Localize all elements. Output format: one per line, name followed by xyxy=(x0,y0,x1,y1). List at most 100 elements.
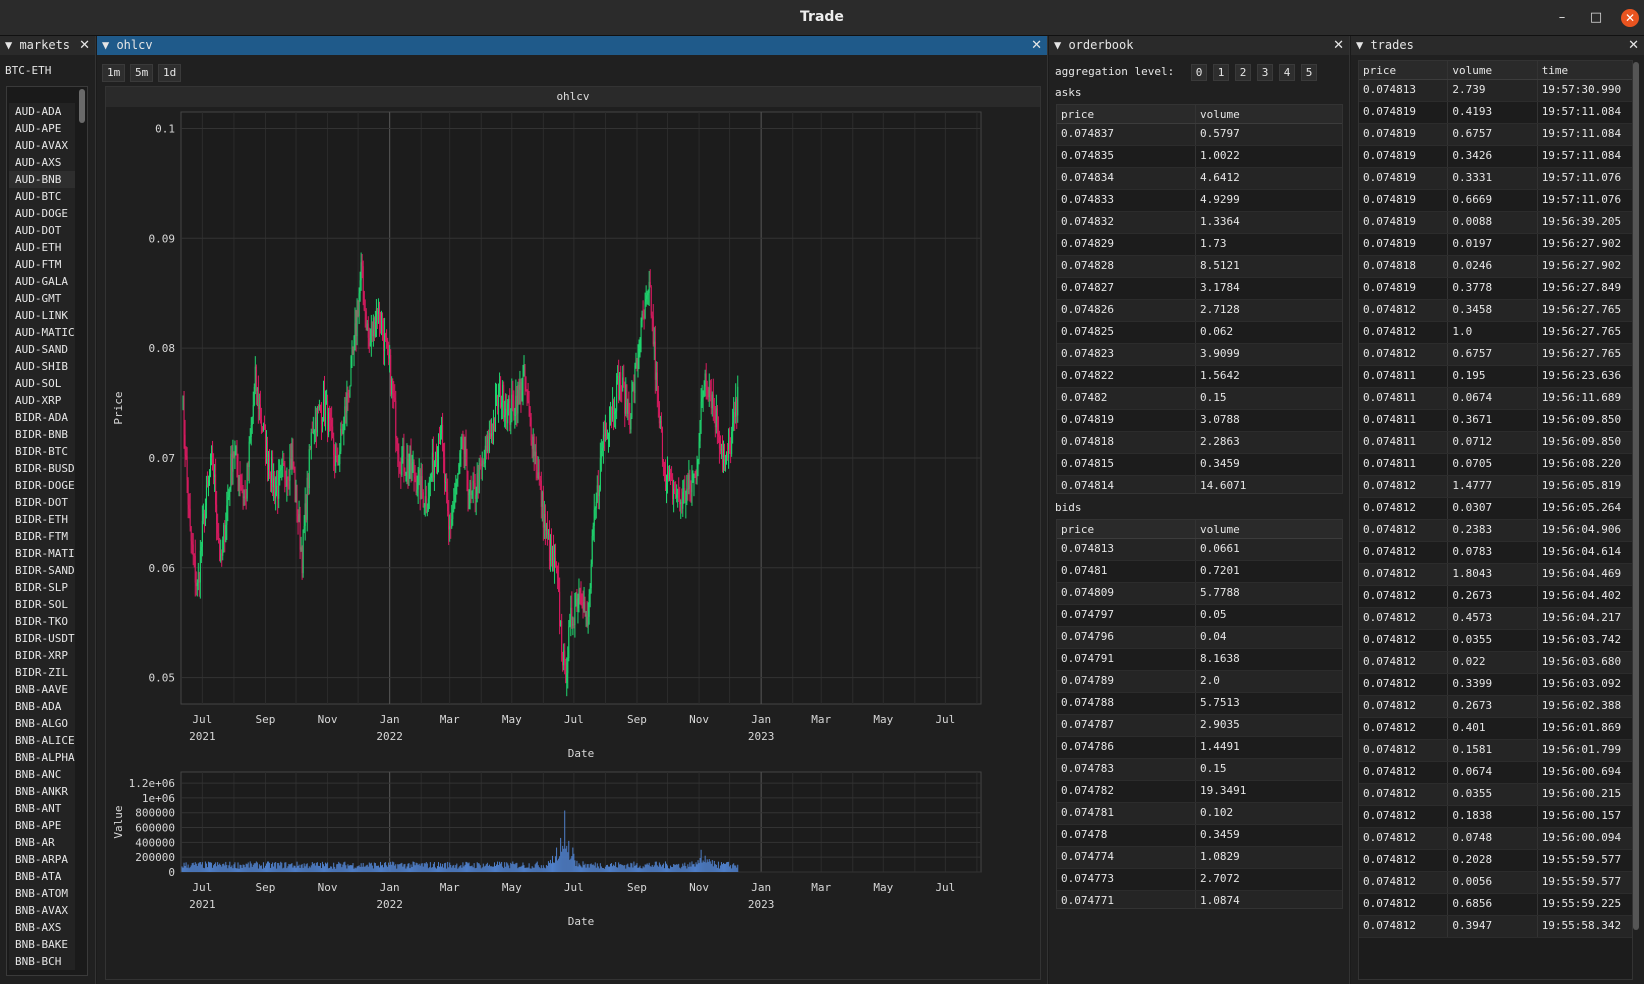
table-row[interactable]: 0.074827 3.1784 xyxy=(1057,278,1342,300)
market-item[interactable]: AUD-FTM xyxy=(9,256,75,273)
market-item[interactable]: BIDR-BNB xyxy=(9,426,75,443)
timeframe-1d-button[interactable]: 1d xyxy=(158,64,182,82)
market-item[interactable]: BIDR-SOL xyxy=(9,596,75,613)
market-item[interactable]: AUD-AXS xyxy=(9,154,75,171)
table-row[interactable]: 0.074812 0.022 19:56:03.680 xyxy=(1359,652,1632,674)
market-item[interactable]: BIDR-TKO xyxy=(9,613,75,630)
table-row[interactable]: 0.074819 0.6757 19:57:11.084 xyxy=(1359,124,1632,146)
table-row[interactable]: 0.074812 0.0355 19:56:03.742 xyxy=(1359,630,1632,652)
market-item[interactable]: BIDR-SAND xyxy=(9,562,75,579)
table-row[interactable]: 0.074825 0.062 xyxy=(1057,322,1342,344)
table-row[interactable]: 0.07478 0.3459 xyxy=(1057,825,1342,847)
table-row[interactable]: 0.074828 8.5121 xyxy=(1057,256,1342,278)
table-row[interactable]: 0.074812 1.8043 19:56:04.469 xyxy=(1359,564,1632,586)
trades-panel-header[interactable]: ▼ trades ✕ xyxy=(1351,36,1644,55)
market-item[interactable]: BNB-ANC xyxy=(9,766,75,783)
table-row[interactable]: 0.074812 0.2673 19:56:02.388 xyxy=(1359,696,1632,718)
close-window-icon[interactable]: ✕ xyxy=(1621,9,1639,27)
market-item[interactable]: AUD-XRP xyxy=(9,392,75,409)
table-row[interactable]: 0.074818 0.0246 19:56:27.902 xyxy=(1359,256,1632,278)
market-item[interactable]: AUD-SAND xyxy=(9,341,75,358)
table-row[interactable]: 0.074789 2.0 xyxy=(1057,671,1342,693)
table-row[interactable]: 0.074811 0.195 19:56:23.636 xyxy=(1359,366,1632,388)
table-row[interactable]: 0.074812 0.1581 19:56:01.799 xyxy=(1359,740,1632,762)
table-row[interactable]: 0.074835 1.0022 xyxy=(1057,146,1342,168)
table-row[interactable]: 0.074822 1.5642 xyxy=(1057,366,1342,388)
table-row[interactable]: 0.074819 0.3778 19:56:27.849 xyxy=(1359,278,1632,300)
orderbook-panel-header[interactable]: ▼ orderbook ✕ xyxy=(1049,36,1349,55)
table-row[interactable]: 0.074812 1.4777 19:56:05.819 xyxy=(1359,476,1632,498)
market-item[interactable]: BIDR-USDT xyxy=(9,630,75,647)
market-item[interactable]: BIDR-MATIC xyxy=(9,545,75,562)
table-row[interactable]: 0.074812 0.2383 19:56:04.906 xyxy=(1359,520,1632,542)
table-row[interactable]: 0.074812 0.0307 19:56:05.264 xyxy=(1359,498,1632,520)
market-item[interactable]: AUD-SOL xyxy=(9,375,75,392)
table-row[interactable]: 0.074818 2.2863 xyxy=(1057,432,1342,454)
table-row[interactable]: 0.074773 2.7072 xyxy=(1057,869,1342,891)
table-row[interactable]: 0.074812 0.3947 19:55:58.342 xyxy=(1359,916,1632,938)
maximize-icon[interactable]: □ xyxy=(1589,10,1603,25)
close-icon[interactable]: ✕ xyxy=(1628,38,1639,53)
table-row[interactable]: 0.074781 0.102 xyxy=(1057,803,1342,825)
table-row[interactable]: 0.074812 0.2028 19:55:59.577 xyxy=(1359,850,1632,872)
table-row[interactable]: 0.074819 3.0788 xyxy=(1057,410,1342,432)
market-item[interactable]: BIDR-FTM xyxy=(9,528,75,545)
table-row[interactable]: 0.074829 1.73 xyxy=(1057,234,1342,256)
table-row[interactable]: 0.074837 0.5797 xyxy=(1057,124,1342,146)
market-item[interactable]: BNB-ALGO xyxy=(9,715,75,732)
table-row[interactable]: 0.074782 19.3491 xyxy=(1057,781,1342,803)
table-row[interactable]: 0.074819 0.6669 19:57:11.076 xyxy=(1359,190,1632,212)
aggregation-level-2-button[interactable]: 2 xyxy=(1235,64,1251,81)
column-header-volume[interactable]: volume xyxy=(1200,108,1240,121)
market-item[interactable]: BIDR-ZIL xyxy=(9,664,75,681)
table-row[interactable]: 0.074833 4.9299 xyxy=(1057,190,1342,212)
table-row[interactable]: 0.074814 14.6071 xyxy=(1057,476,1342,493)
table-row[interactable]: 0.074812 0.401 19:56:01.869 xyxy=(1359,718,1632,740)
table-row[interactable]: 0.07482 0.15 xyxy=(1057,388,1342,410)
market-item[interactable]: BNB-ATA xyxy=(9,868,75,885)
table-row[interactable]: 0.074812 0.0674 19:56:00.694 xyxy=(1359,762,1632,784)
column-header-volume[interactable]: volume xyxy=(1448,61,1538,79)
table-row[interactable]: 0.074811 0.0674 19:56:11.689 xyxy=(1359,388,1632,410)
table-row[interactable]: 0.074812 0.0748 19:56:00.094 xyxy=(1359,828,1632,850)
table-row[interactable]: 0.074812 1.0 19:56:27.765 xyxy=(1359,322,1632,344)
aggregation-level-5-button[interactable]: 5 xyxy=(1301,64,1317,81)
market-item[interactable]: BNB-ATOM xyxy=(9,885,75,902)
market-item[interactable]: AUD-ETH xyxy=(9,239,75,256)
market-item[interactable]: BNB-AVAX xyxy=(9,902,75,919)
close-icon[interactable]: ✕ xyxy=(1031,38,1042,53)
table-row[interactable]: 0.074826 2.7128 xyxy=(1057,300,1342,322)
table-row[interactable]: 0.074813 0.0661 xyxy=(1057,539,1342,561)
column-header-volume[interactable]: volume xyxy=(1200,523,1240,536)
column-header-price[interactable]: price xyxy=(1057,520,1197,538)
market-item[interactable]: BIDR-DOT xyxy=(9,494,75,511)
market-list-scrollbar[interactable] xyxy=(79,89,85,123)
table-row[interactable]: 0.074774 1.0829 xyxy=(1057,847,1342,869)
table-row[interactable]: 0.074812 0.3458 19:56:27.765 xyxy=(1359,300,1632,322)
market-item[interactable]: AUD-MATIC xyxy=(9,324,75,341)
market-item[interactable]: BNB-AR xyxy=(9,834,75,851)
aggregation-level-4-button[interactable]: 4 xyxy=(1279,64,1295,81)
close-icon[interactable]: ✕ xyxy=(1333,38,1344,53)
timeframe-5m-button[interactable]: 5m xyxy=(130,64,154,82)
column-header-price[interactable]: price xyxy=(1359,61,1449,79)
market-item[interactable]: BNB-ANT xyxy=(9,800,75,817)
ohlcv-chart[interactable]: 0.10.090.080.070.060.051.2e+061e+0680000… xyxy=(106,87,1040,979)
table-row[interactable]: 0.074823 3.9099 xyxy=(1057,344,1342,366)
table-row[interactable]: 0.074819 0.4193 19:57:11.084 xyxy=(1359,102,1632,124)
table-row[interactable]: 0.074815 0.3459 xyxy=(1057,454,1342,476)
chart-area[interactable]: ohlcv 0.1 0.09 0.08 0.07 0.06 0.05 1.2e+06 1e+0… xyxy=(105,86,1041,980)
table-row[interactable]: 0.074812 0.1838 19:56:00.157 xyxy=(1359,806,1632,828)
table-row[interactable]: 0.074819 0.3426 19:57:11.084 xyxy=(1359,146,1632,168)
timeframe-1m-button[interactable]: 1m xyxy=(102,64,126,82)
markets-panel-header[interactable]: ▼ markets ✕ xyxy=(0,36,95,55)
table-row[interactable]: 0.074811 0.0705 19:56:08.220 xyxy=(1359,454,1632,476)
table-row[interactable]: 0.074788 5.7513 xyxy=(1057,693,1342,715)
table-row[interactable]: 0.074791 8.1638 xyxy=(1057,649,1342,671)
market-list[interactable]: AUD-ADA AUD-APE AUD-AVAX AUD-AXS AUD-BNB AUD-… xyxy=(6,86,88,976)
market-item[interactable]: AUD-BTC xyxy=(9,188,75,205)
ohlcv-panel-header[interactable]: ▼ ohlcv ✕ xyxy=(97,36,1047,55)
market-item[interactable]: BIDR-BUSD xyxy=(9,460,75,477)
table-row[interactable]: 0.074812 0.6757 19:56:27.765 xyxy=(1359,344,1632,366)
market-item[interactable]: AUD-DOT xyxy=(9,222,75,239)
